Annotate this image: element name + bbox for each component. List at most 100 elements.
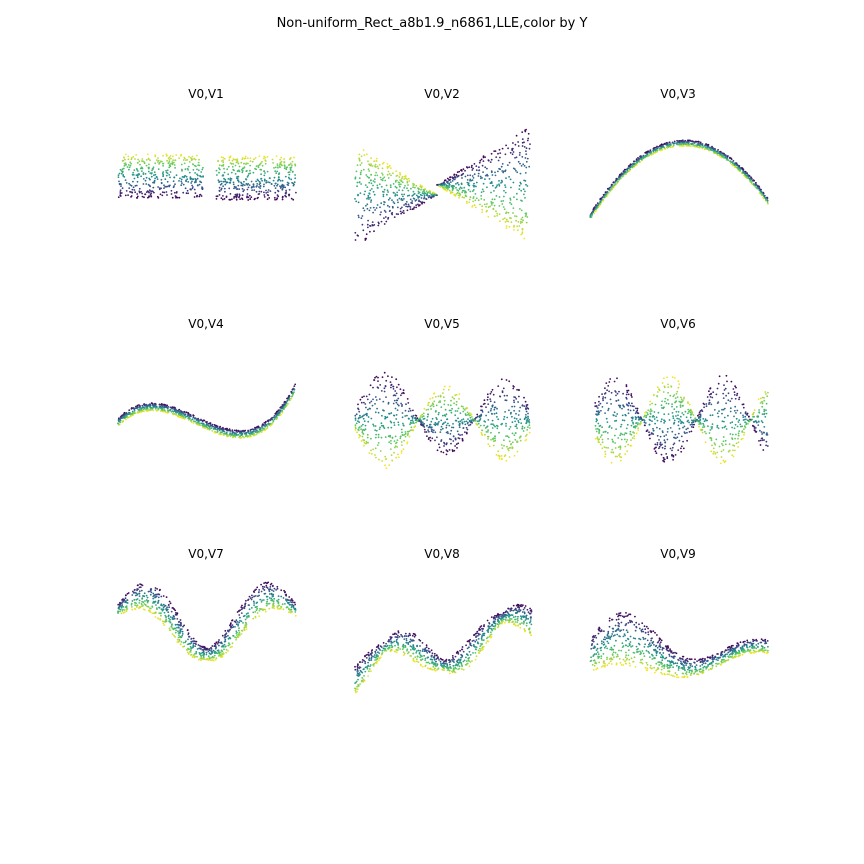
scatter-point	[378, 428, 381, 430]
scatter-point	[295, 191, 297, 194]
scatter-point	[623, 170, 626, 173]
scatter-point	[692, 414, 695, 416]
scatter-point	[393, 202, 396, 205]
scatter-point	[437, 422, 439, 425]
scatter-point	[377, 411, 380, 414]
scatter-point	[401, 416, 404, 419]
scatter-point	[428, 195, 431, 197]
scatter-point	[160, 178, 163, 181]
scatter-point	[387, 435, 390, 438]
scatter-points	[589, 139, 769, 219]
scatter-point	[363, 429, 366, 432]
scatter-point	[732, 444, 734, 447]
scatter-point	[443, 181, 445, 184]
scatter-point	[601, 196, 604, 198]
scatter-point	[480, 432, 483, 434]
scatter-point	[283, 164, 286, 167]
scatter-point	[363, 420, 366, 423]
scatter-point	[166, 172, 169, 175]
scatter-point	[423, 197, 425, 200]
scatter-point	[680, 420, 683, 423]
scatter-point	[253, 434, 255, 436]
scatter-point	[466, 166, 469, 169]
scatter-point	[251, 186, 254, 189]
scatter-point	[516, 440, 519, 443]
scatter-point	[388, 412, 391, 415]
scatter-point	[515, 412, 517, 415]
scatter-point	[457, 189, 460, 192]
scatter-point	[509, 412, 512, 415]
scatter-point	[150, 172, 153, 175]
scatter-point	[630, 416, 633, 419]
scatter-point	[633, 435, 636, 437]
scatter-point	[366, 436, 369, 439]
scatter-point	[366, 203, 369, 206]
scatter-point	[239, 198, 242, 201]
scatter-point	[152, 186, 155, 189]
scatter-point	[489, 400, 492, 403]
scatter-point	[758, 440, 760, 442]
scatter-point	[395, 399, 398, 402]
scatter-point	[427, 408, 430, 411]
scatter-point	[640, 158, 642, 161]
scatter-point	[430, 426, 433, 429]
scatter-point	[726, 380, 728, 383]
scatter-point	[145, 191, 148, 194]
scatter-point	[605, 446, 608, 449]
scatter-point	[365, 413, 368, 416]
scatter-point	[494, 187, 497, 189]
scatter-point	[126, 166, 129, 168]
scatter-point	[383, 161, 385, 164]
scatter-point	[616, 392, 619, 395]
scatter-point	[493, 401, 496, 404]
scatter-point	[398, 189, 400, 192]
scatter-point	[403, 193, 406, 196]
scatter-point	[489, 392, 492, 395]
scatter-point	[610, 403, 612, 405]
scatter-point	[218, 190, 221, 193]
scatter-point	[511, 415, 513, 418]
scatter-point	[466, 411, 469, 414]
scatter-point	[231, 433, 234, 436]
scatter-point	[263, 157, 265, 160]
scatter-point	[524, 416, 527, 418]
scatter-point	[263, 179, 266, 182]
scatter-point	[443, 182, 446, 185]
scatter-point	[753, 427, 756, 429]
scatter-point	[509, 447, 512, 449]
scatter-point	[525, 153, 528, 156]
scatter-point	[164, 411, 167, 414]
scatter-point	[515, 425, 518, 428]
scatter-point	[383, 201, 385, 203]
scatter-point	[420, 186, 423, 189]
scatter-point	[655, 452, 658, 454]
scatter-point	[519, 172, 522, 175]
scatter-point	[179, 177, 181, 180]
scatter-point	[640, 156, 643, 158]
scatter-point	[360, 217, 363, 220]
scatter-point	[671, 403, 673, 406]
scatter-point	[117, 174, 120, 177]
scatter-point	[148, 163, 150, 166]
scatter-point	[673, 422, 675, 425]
scatter-point	[742, 403, 745, 406]
scatter-point	[649, 150, 652, 153]
scatter-point	[519, 435, 522, 438]
scatter-point	[661, 443, 663, 446]
scatter-point	[513, 224, 515, 227]
scatter-point	[763, 439, 765, 441]
scatter-point	[450, 429, 453, 432]
scatter-point	[521, 145, 524, 147]
scatter-point	[398, 456, 400, 459]
scatter-point	[257, 425, 260, 428]
scatter-point	[383, 390, 386, 393]
scatter-point	[195, 165, 197, 168]
scatter-point	[402, 210, 405, 212]
scatter-point	[597, 410, 600, 413]
scatter-point	[167, 406, 170, 408]
scatter-point	[147, 157, 150, 160]
scatter-point	[527, 132, 530, 135]
scatter-point	[529, 143, 531, 146]
scatter-point	[724, 387, 727, 390]
scatter-point	[655, 446, 657, 449]
